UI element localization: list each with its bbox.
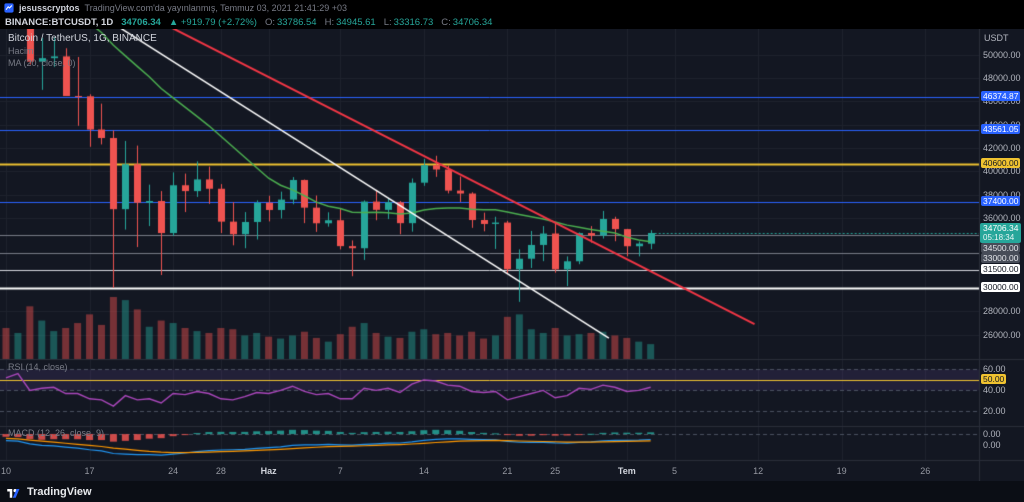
publish-info: TradingView.com'da yayınlanmış, Temmuz 0… — [84, 2, 347, 13]
change-value: +919.79 (+2.72%) — [180, 16, 257, 28]
price-tick-label: 36000.00 — [983, 212, 1021, 223]
price-line-label: 40600.00 — [981, 158, 1021, 169]
time-axis-label: 7 — [337, 466, 343, 476]
chart-snapshot-icon — [4, 2, 14, 13]
up-arrow-icon: ▲ — [168, 16, 179, 28]
time-axis-label: 25 — [550, 466, 561, 476]
symbol-bar: BINANCE:BTCUSDT, 1D 34706.34 ▲ +919.79 (… — [0, 15, 1024, 29]
time-axis-label: 5 — [672, 466, 678, 476]
price-line-label: 31500.00 — [981, 264, 1021, 275]
price-tick-label: 46000.00 — [983, 96, 1021, 107]
price-tick-label: 42000.00 — [983, 142, 1021, 153]
rsi-tick-label: 60.00 — [983, 364, 1006, 375]
price-tick-label: 48000.00 — [983, 72, 1021, 83]
footer-bar: TradingView — [0, 481, 1024, 502]
axis-overlay: USDT50000.0048000.0046000.0044000.004200… — [0, 29, 1024, 481]
ohlc-open: O: 33786.54 — [264, 16, 317, 28]
price-tick-label: 38000.00 — [983, 189, 1021, 200]
time-axis-label: Haz — [260, 466, 277, 476]
price-tick-label: 28000.00 — [983, 306, 1021, 317]
symbol-title[interactable]: BINANCE:BTCUSDT, 1D — [5, 16, 114, 28]
tradingview-logo-icon — [7, 488, 20, 498]
price-change: ▲ +919.79 (+2.72%) — [169, 17, 257, 28]
price-chart-canvas[interactable] — [0, 29, 1024, 481]
rsi-tick-label: 20.00 — [983, 406, 1006, 417]
macd-tick-label: 0.00 — [983, 440, 1001, 451]
publisher-name[interactable]: jesusscryptos — [19, 2, 80, 13]
price-line-label: 33000.00 — [981, 252, 1021, 263]
price-line-label: 30000.00 — [981, 281, 1021, 292]
last-price-badge: 34706.34 05:18:34 — [980, 222, 1022, 243]
price-tick-label: 40000.00 — [983, 166, 1021, 177]
price-axis-unit-label: USDT — [984, 33, 1009, 43]
price-line-label: 34500.00 — [981, 243, 1021, 254]
time-axis-label: 12 — [753, 466, 764, 476]
time-axis-label: 26 — [920, 466, 931, 476]
price-line-label: 43561.05 — [981, 123, 1021, 134]
publish-bar: jesusscryptos TradingView.com'da yayınla… — [0, 0, 1024, 15]
rsi-tick-label: 40.00 — [983, 385, 1006, 396]
last-price-value: 34706.34 — [121, 16, 161, 28]
ohlc-high: H: 34945.61 — [324, 16, 376, 28]
price-tick-label: 50000.00 — [983, 49, 1021, 60]
time-axis-label: 10 — [0, 466, 11, 476]
ohlc-close: C: 34706.34 — [441, 16, 493, 28]
time-axis-label: 24 — [168, 466, 179, 476]
time-axis-label: 21 — [502, 466, 513, 476]
time-axis-label: Tem — [617, 466, 636, 476]
ohlc-low: L: 33316.73 — [383, 16, 434, 28]
time-axis-label: 28 — [215, 466, 226, 476]
price-tick-label: 26000.00 — [983, 329, 1021, 340]
time-axis-label: 17 — [84, 466, 95, 476]
chart-area: Bitcoin / TetherUS, 1G, BINANCE Hacim MA… — [0, 29, 1024, 481]
time-axis-label: 19 — [836, 466, 847, 476]
rsi-mid-label: 50.00 — [981, 373, 1007, 384]
time-axis-label: 14 — [418, 466, 429, 476]
price-line-label: 46374.87 — [981, 90, 1021, 101]
macd-tick-label: 0.00 — [983, 429, 1001, 440]
price-line-label: 37400.00 — [981, 195, 1021, 206]
tradingview-brand[interactable]: TradingView — [27, 485, 92, 498]
